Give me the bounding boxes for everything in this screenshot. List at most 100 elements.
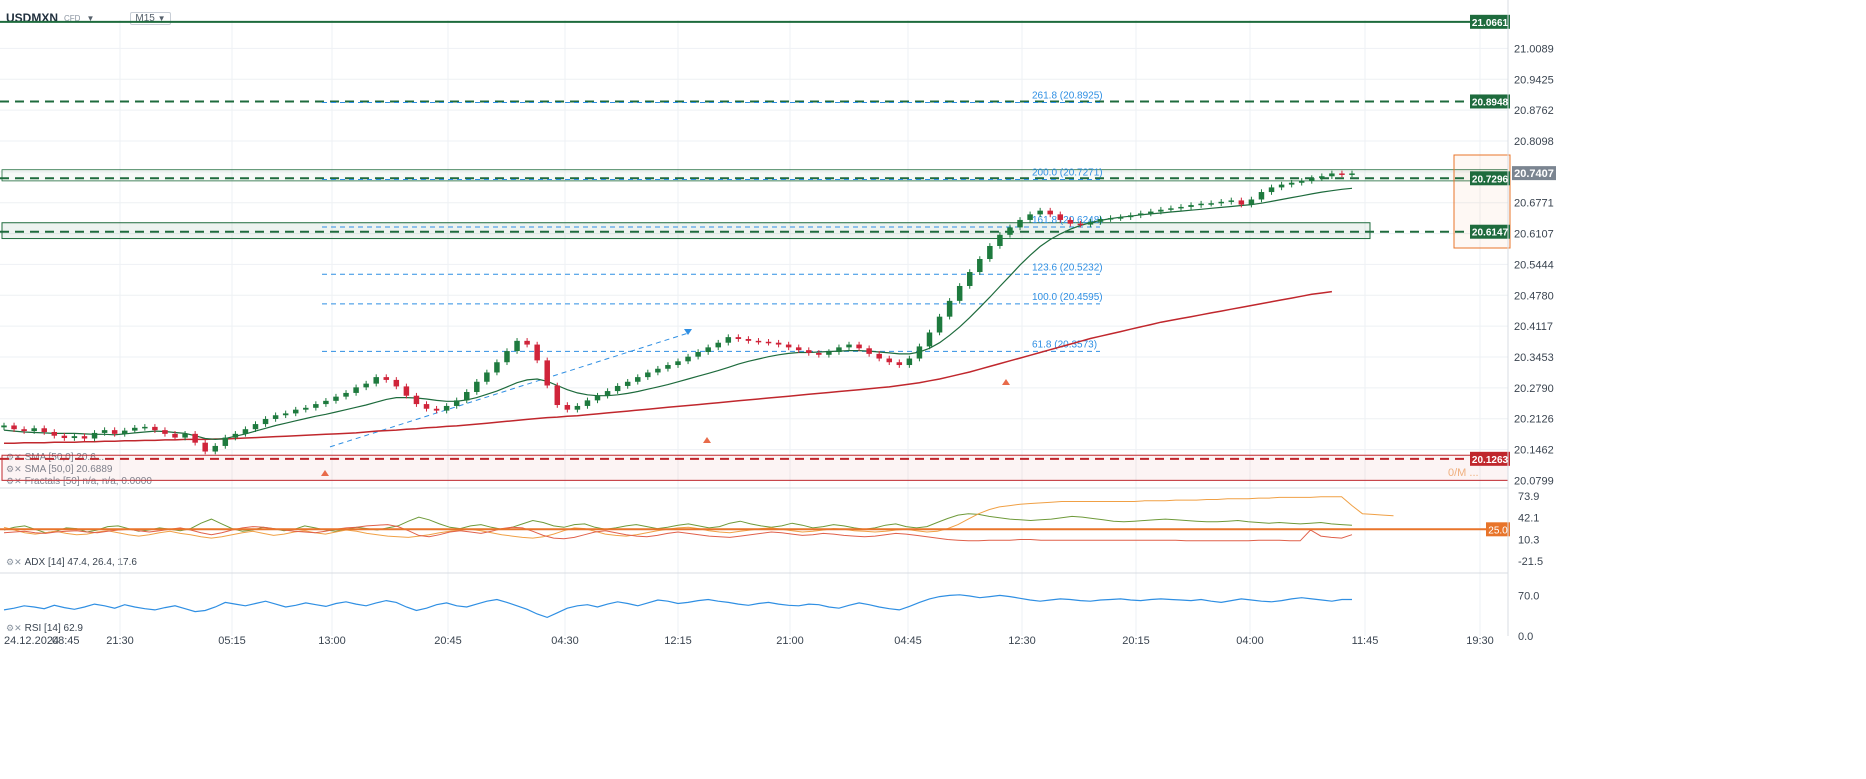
candle-body xyxy=(132,427,138,431)
gear-icon[interactable]: ⚙✕ xyxy=(6,476,22,486)
candle-body xyxy=(101,430,108,433)
fractal-arrow-icon xyxy=(684,329,692,335)
candle-body xyxy=(554,385,561,406)
adx-level-tag xyxy=(1486,522,1510,537)
adx-panel[interactable]: 25.0 xyxy=(0,496,1510,542)
candle-body xyxy=(162,430,168,434)
sma-legend-2-text: SMA [50,0] 20.6889 xyxy=(25,464,113,475)
candle-body xyxy=(675,361,681,366)
candle-body xyxy=(866,348,872,354)
overlay-right-note: 0/M ... xyxy=(1448,467,1479,479)
candle-body xyxy=(1339,173,1345,175)
candle-body xyxy=(735,337,742,339)
last-price-tag xyxy=(1512,166,1556,181)
y-tick-label: 20.4117 xyxy=(1514,321,1553,333)
candle-body xyxy=(1087,221,1094,225)
rsi-panel[interactable] xyxy=(3,594,1352,619)
y-tick-label: 20.5444 xyxy=(1514,259,1554,271)
y-tick-label: 20.0799 xyxy=(1514,475,1554,487)
candle-body xyxy=(765,341,772,344)
candle-body xyxy=(1208,203,1214,205)
candle-body xyxy=(816,352,822,355)
x-tick-label: 05:15 xyxy=(218,635,246,647)
y-tick-label: 20.2126 xyxy=(1514,414,1554,426)
candle-body xyxy=(1168,208,1174,210)
level-tag-label: 21.0661 xyxy=(1472,18,1509,29)
adx-line xyxy=(3,513,1353,534)
candle-body xyxy=(906,358,913,366)
candle-body xyxy=(926,332,933,347)
candle-body xyxy=(1067,219,1074,224)
candle-body xyxy=(524,340,530,345)
gear-icon[interactable]: ⚙✕ xyxy=(6,464,22,474)
candle-body xyxy=(1349,173,1355,175)
rsi-legend[interactable]: ⚙✕ RSI [14] 62.9 xyxy=(6,623,83,634)
candle-body xyxy=(61,435,68,439)
candle-body xyxy=(635,377,641,382)
candle-body xyxy=(443,405,450,411)
candle-body xyxy=(71,436,78,439)
y-tick-label: 20.4780 xyxy=(1514,290,1554,302)
candle-body xyxy=(21,429,27,432)
candle-body xyxy=(282,413,289,416)
support-zone xyxy=(1,222,1371,240)
candle-body xyxy=(1057,214,1064,220)
x-tick-label: 11:45 xyxy=(1352,635,1379,647)
adx-level-label: 25.0 xyxy=(1488,525,1508,536)
y-tick-label: 20.6107 xyxy=(1514,229,1554,241)
adx-legend[interactable]: ⚙✕ ADX [14] 47.4, 26.4, 17.6 xyxy=(6,557,137,568)
price-panel[interactable]: 21.0661 20.8948 20.7296 20.6147 20.1263 261.8… xyxy=(0,14,1511,481)
candle-body xyxy=(987,245,993,260)
sma-legend-2[interactable]: ⚙✕SMA [50,0] 20.6889 xyxy=(6,464,112,475)
candle-body xyxy=(494,362,500,373)
sma-legend-1[interactable]: ⚙✕SMA [50,0] 20.6... xyxy=(6,452,104,463)
adx-legend-text: ADX [14] 47.4, 26.4, 17.6 xyxy=(24,557,137,568)
candle-body xyxy=(604,391,611,396)
candle-body xyxy=(403,386,410,396)
timeframe-selector[interactable]: M15 ▼ xyxy=(130,11,171,25)
candle-body xyxy=(645,372,651,378)
candle-body xyxy=(91,432,98,439)
adx-line xyxy=(3,524,1353,542)
adx-y-tick-label: 42.1 xyxy=(1518,513,1539,525)
x-tick-label: 12:30 xyxy=(1008,635,1036,647)
level-tag xyxy=(1470,451,1510,466)
candle-body xyxy=(624,381,631,386)
symbol-dropdown-icon[interactable]: ▼ xyxy=(86,13,95,23)
candle-body xyxy=(705,347,711,353)
candle-body xyxy=(1188,205,1194,207)
candle-body xyxy=(1158,209,1164,212)
candle-body xyxy=(484,372,490,382)
x-tick-label: 24.12.2024 xyxy=(4,635,59,647)
level-tag xyxy=(1470,171,1510,186)
candle-body xyxy=(966,272,973,286)
candle-body xyxy=(81,436,88,439)
candle-body xyxy=(1127,215,1134,218)
candle-body xyxy=(272,415,279,419)
candle-body xyxy=(977,259,983,273)
candle-body xyxy=(1218,201,1224,204)
candle-body xyxy=(745,338,752,341)
candle-body xyxy=(313,404,319,408)
candle-body xyxy=(876,353,882,359)
candle-body xyxy=(1077,223,1084,226)
candle-body xyxy=(1258,192,1265,200)
adx-line xyxy=(3,496,1394,539)
candle-body xyxy=(1037,210,1043,215)
fractal-arrow-icon xyxy=(321,470,329,476)
candle-body xyxy=(1027,214,1033,220)
gear-icon[interactable]: ⚙✕ xyxy=(6,557,22,567)
gridlines xyxy=(0,20,1508,636)
instrument-type-label: CFD xyxy=(64,13,81,23)
chevron-down-icon: ▼ xyxy=(157,13,166,23)
candle-body xyxy=(544,360,550,386)
candle-body xyxy=(413,395,420,405)
gear-icon[interactable]: ⚙✕ xyxy=(6,452,22,462)
fib-label: 261.8 (20.8925) xyxy=(1032,91,1103,102)
rsi-y-tick-label: 0.0 xyxy=(1518,631,1533,643)
fractals-legend[interactable]: ⚙✕ Fractals [50] n/a, n/a, 0.0000 xyxy=(6,476,152,487)
gear-icon[interactable]: ⚙✕ xyxy=(6,623,22,633)
candle-body xyxy=(192,433,198,443)
